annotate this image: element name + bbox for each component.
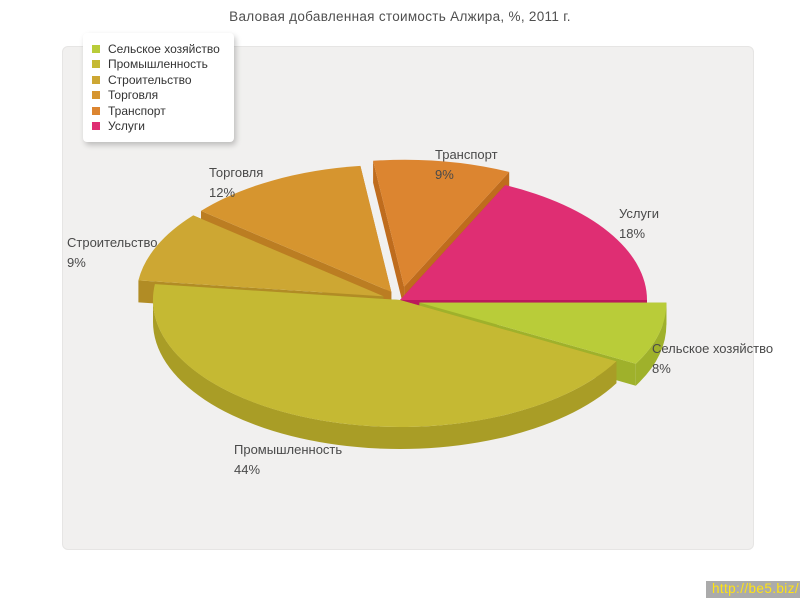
pie-slice-side: [373, 160, 405, 309]
legend-label: Промышленность: [108, 57, 208, 72]
pie-slice-1-top: [373, 159, 510, 287]
slice-label-name: Транспорт: [435, 147, 498, 162]
pie-slice-rim: [153, 300, 617, 449]
pie-slice-5-top: [419, 302, 667, 364]
slice-label-name: Торговля: [209, 165, 264, 180]
slice-label-name: Сельское хозяйство: [652, 341, 774, 356]
pie-slice-3-top: [138, 215, 384, 297]
slice-unit: %: [74, 255, 86, 270]
legend-swatch-icon: [92, 44, 100, 53]
legend-swatch-icon: [92, 75, 100, 84]
pie-slice-4-top: [152, 284, 617, 428]
slice-label-value: 12%: [209, 183, 263, 203]
slice-label-value: 9%: [67, 253, 157, 273]
legend-swatch-icon: [92, 106, 100, 115]
slice-value: 8: [652, 361, 660, 376]
pie-slice-rim: [635, 302, 667, 386]
legend-item: Строительство: [92, 72, 220, 88]
legend-label: Транспорт: [108, 103, 166, 118]
legend-item: Услуги: [92, 119, 220, 135]
slice-label-name: Услуги: [619, 206, 659, 221]
legend-item: Торговля: [92, 88, 220, 104]
slice-unit: %: [248, 462, 261, 477]
slice-label: Торговля 12%: [209, 163, 263, 203]
slice-label-name: Строительство: [67, 235, 158, 250]
slice-label: Сельское хозяйство 8%: [652, 339, 773, 379]
slice-unit: %: [659, 361, 671, 376]
slice-label-value: 8%: [652, 359, 773, 379]
slice-label-value: 9%: [435, 165, 498, 185]
slice-label: Транспорт 9%: [435, 145, 498, 185]
slice-value: 12: [209, 185, 224, 200]
pie-slice-2-top: [201, 165, 392, 292]
legend-item: Сельское хозяйство: [92, 41, 220, 57]
legend-swatch-icon: [92, 60, 100, 69]
slice-value: 9: [67, 255, 75, 270]
slice-label: Услуги 18%: [619, 204, 659, 244]
legend-label: Услуги: [108, 119, 145, 134]
slice-unit: %: [442, 167, 454, 182]
legend-item: Промышленность: [92, 57, 220, 73]
pie-slice-0-top: [400, 185, 647, 300]
slice-label-value: 18%: [619, 224, 659, 244]
slice-label: Строительство 9%: [67, 233, 157, 273]
legend-swatch-icon: [92, 122, 100, 131]
source-link[interactable]: http://be5.biz/: [705, 581, 800, 598]
slice-unit: %: [633, 226, 646, 241]
slice-value: 9: [435, 167, 443, 182]
legend: Сельское хозяйство Промышленность Строител…: [83, 33, 234, 142]
slice-label: Промышленность 44%: [234, 440, 342, 480]
legend-label: Сельское хозяйство: [108, 41, 220, 56]
legend-label: Строительство: [108, 72, 192, 87]
legend-label: Торговля: [108, 88, 159, 103]
legend-item: Транспорт: [92, 103, 220, 119]
slice-label-value: 44%: [234, 460, 342, 480]
slice-value: 44: [234, 462, 249, 477]
chart-title: Валовая добавленная стоимость Алжира, %,…: [229, 9, 571, 24]
legend-swatch-icon: [92, 91, 100, 100]
slice-label-name: Промышленность: [234, 442, 343, 457]
slice-unit: %: [223, 185, 236, 200]
slice-value: 18: [619, 226, 634, 241]
